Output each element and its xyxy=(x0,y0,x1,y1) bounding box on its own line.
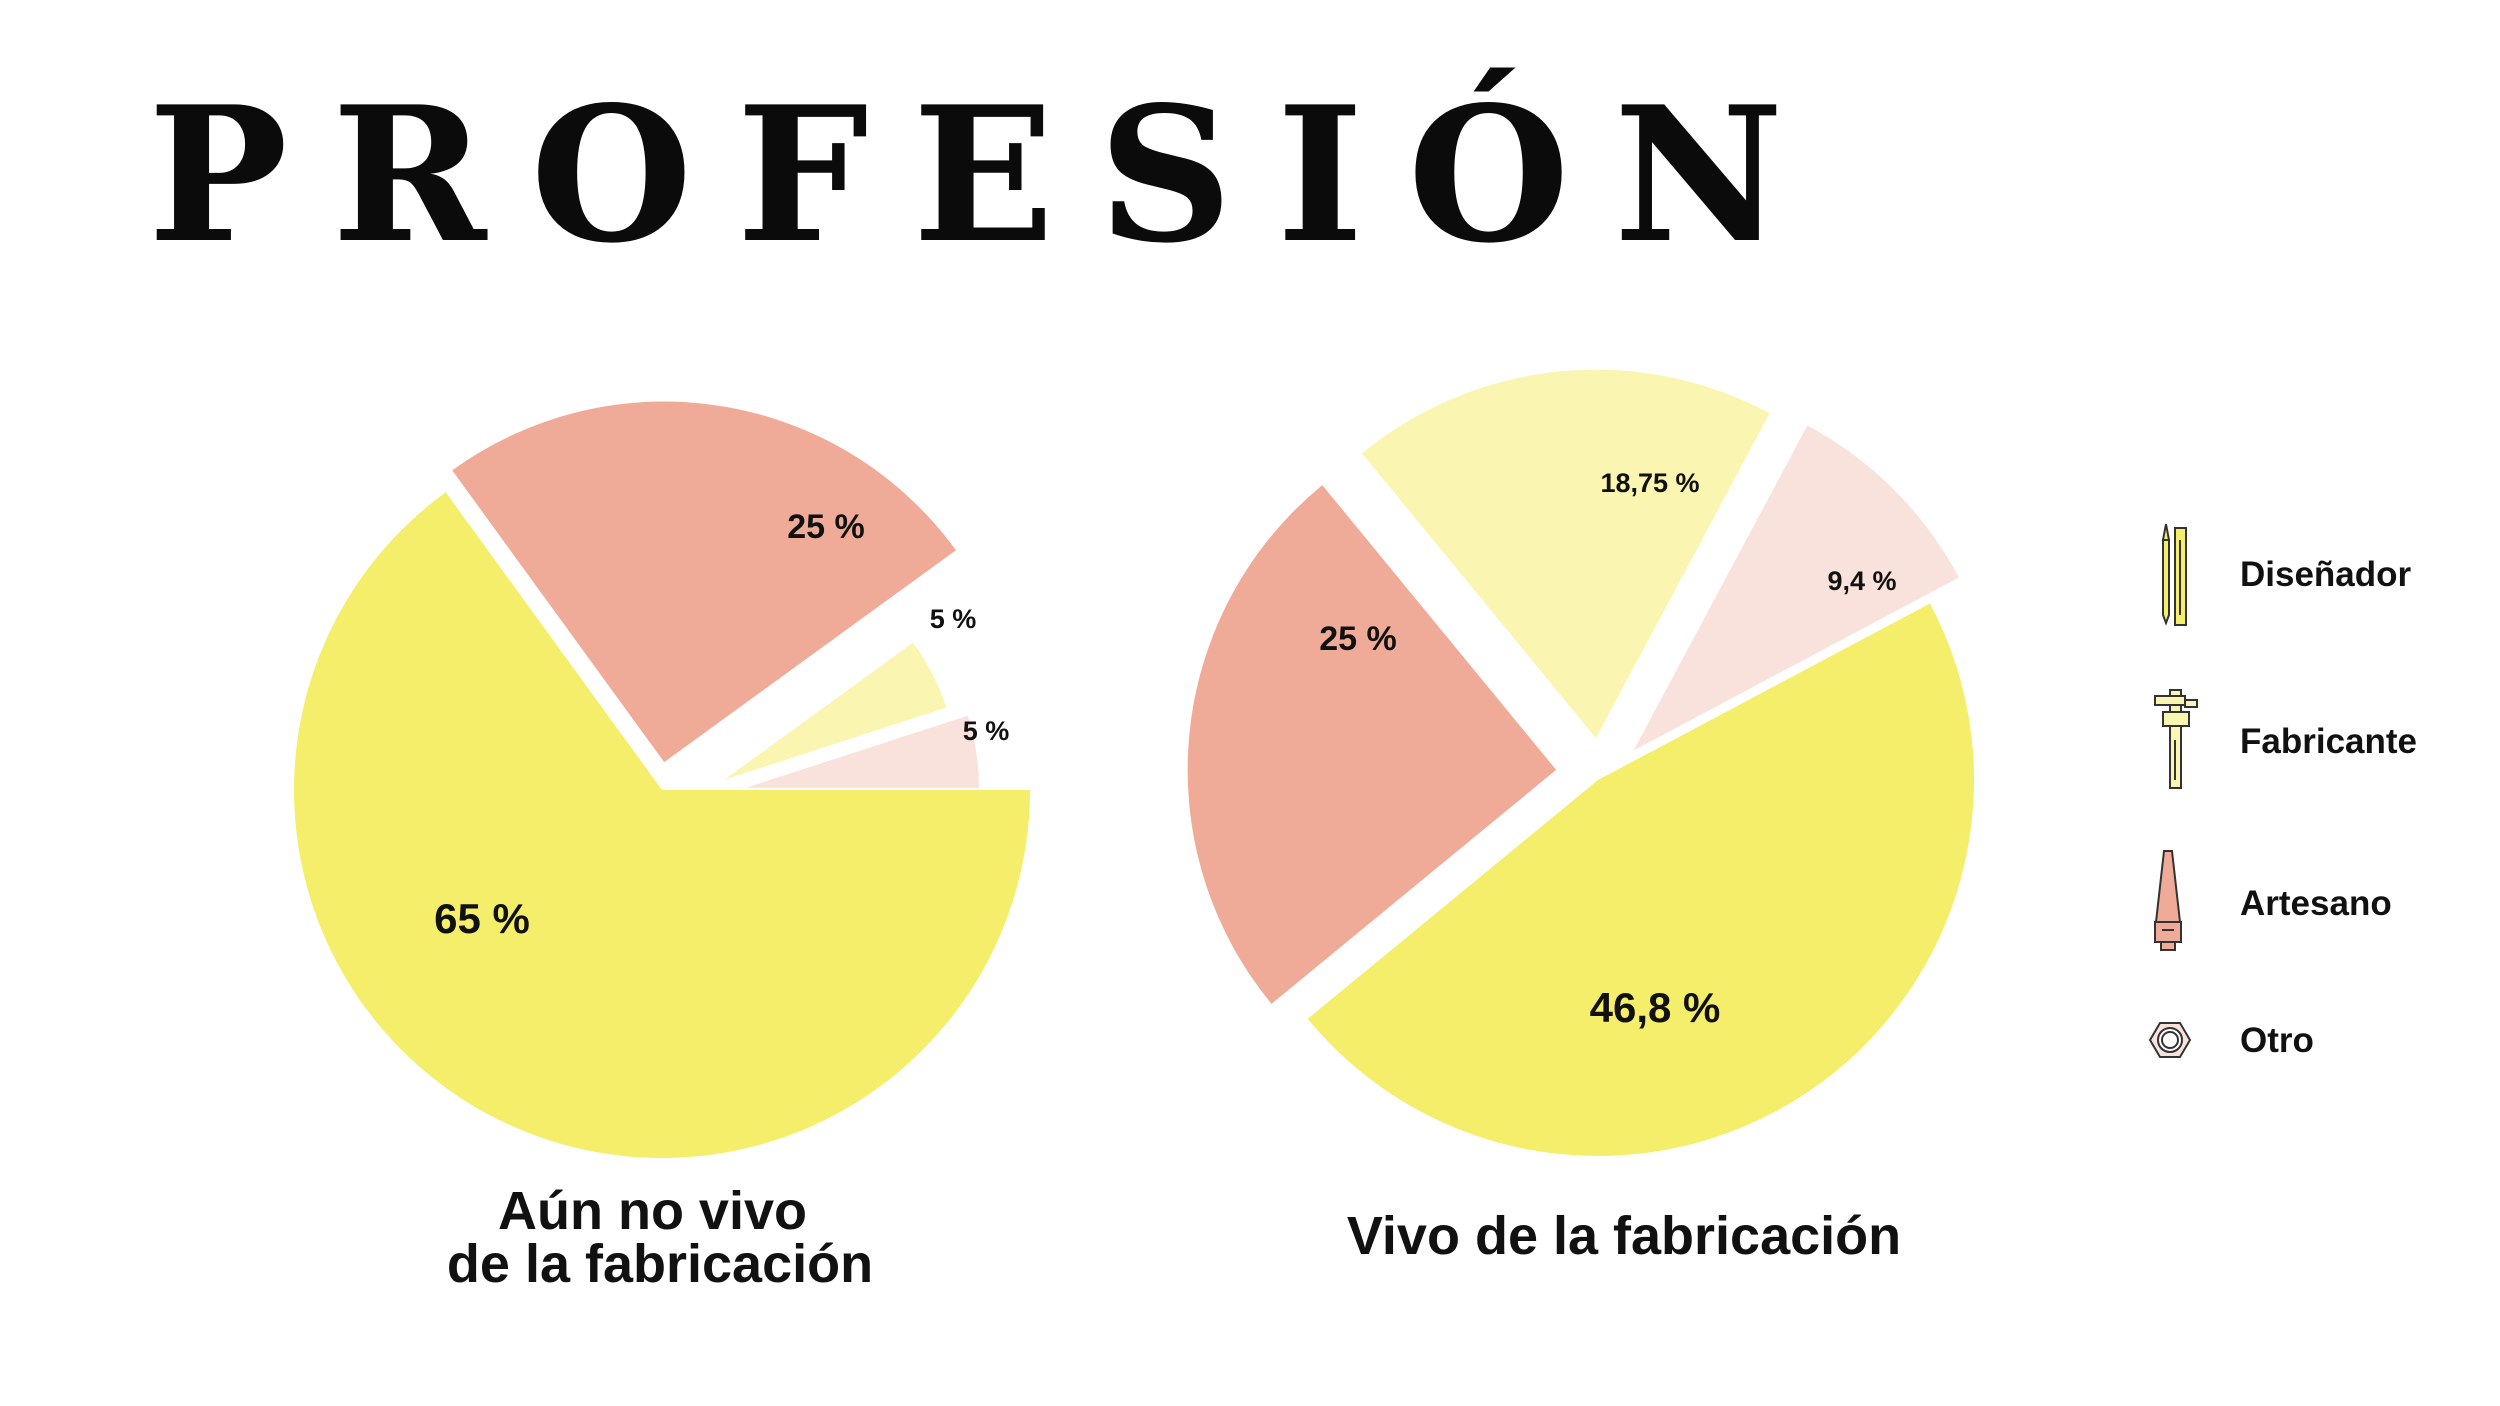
caption-line: de la fabricación xyxy=(447,1234,873,1294)
pie-data-label-fabricante: 18,75 % xyxy=(1600,468,1699,498)
pie-data-label-fabricante: 5 % xyxy=(930,604,977,634)
caption-line: Vivo de la fabricación xyxy=(1347,1206,1901,1266)
pie-data-label-otro: 9,4 % xyxy=(1827,566,1896,596)
legend-item-otro: Otro xyxy=(2148,1021,2314,1060)
pie-slice-fabricante xyxy=(1362,369,1770,739)
legend-label: Fabricante xyxy=(2240,722,2417,761)
pie-caption-vivo: Vivo de la fabricación xyxy=(1347,1206,1901,1266)
pie-slice-artesano xyxy=(452,401,956,763)
pie-slice-disenador xyxy=(1307,603,1974,1156)
pie-slice-otro xyxy=(745,715,979,788)
caption-line: Aún no vivo xyxy=(498,1181,807,1241)
pie-data-label-otro: 5 % xyxy=(963,716,1010,746)
legend-item-disenador: Diseñador xyxy=(2161,523,2412,626)
pie-slice-otro xyxy=(1633,425,1959,751)
page-title: PROFESIÓN xyxy=(148,65,1828,284)
saw-icon xyxy=(2154,850,2182,951)
pie-data-label-disenador: 65 % xyxy=(434,895,530,942)
pie-chart-vivo: 46,8 % 25 % 18,75 % 9,4 % xyxy=(1187,369,1974,1156)
pie-chart-aun-no-vivo: 65 % 25 % 5 % 5 % xyxy=(294,401,1030,1158)
pie-data-label-artesano: 25 % xyxy=(787,508,865,546)
legend-label: Diseñador xyxy=(2240,555,2412,594)
pie-data-label-artesano: 25 % xyxy=(1319,620,1397,658)
legend-item-artesano: Artesano xyxy=(2154,850,2392,951)
hex-nut-icon xyxy=(2148,1022,2192,1058)
pie-slice-artesano xyxy=(1187,485,1557,1004)
legend-item-fabricante: Fabricante xyxy=(2154,689,2417,789)
pie-slice-fabricante xyxy=(724,642,947,780)
legend: Diseñador Fabricante Artesano xyxy=(2148,523,2417,1060)
caliper-icon xyxy=(2154,689,2198,789)
pie-caption-aun-no-vivo: Aún no vivo de la fabricación xyxy=(447,1181,873,1294)
pie-data-label-disenador: 46,8 % xyxy=(1590,984,1721,1031)
pencil-ruler-icon xyxy=(2161,523,2187,626)
pie-slice-disenador xyxy=(294,492,1030,1158)
legend-label: Artesano xyxy=(2240,884,2392,923)
legend-label: Otro xyxy=(2240,1021,2314,1060)
